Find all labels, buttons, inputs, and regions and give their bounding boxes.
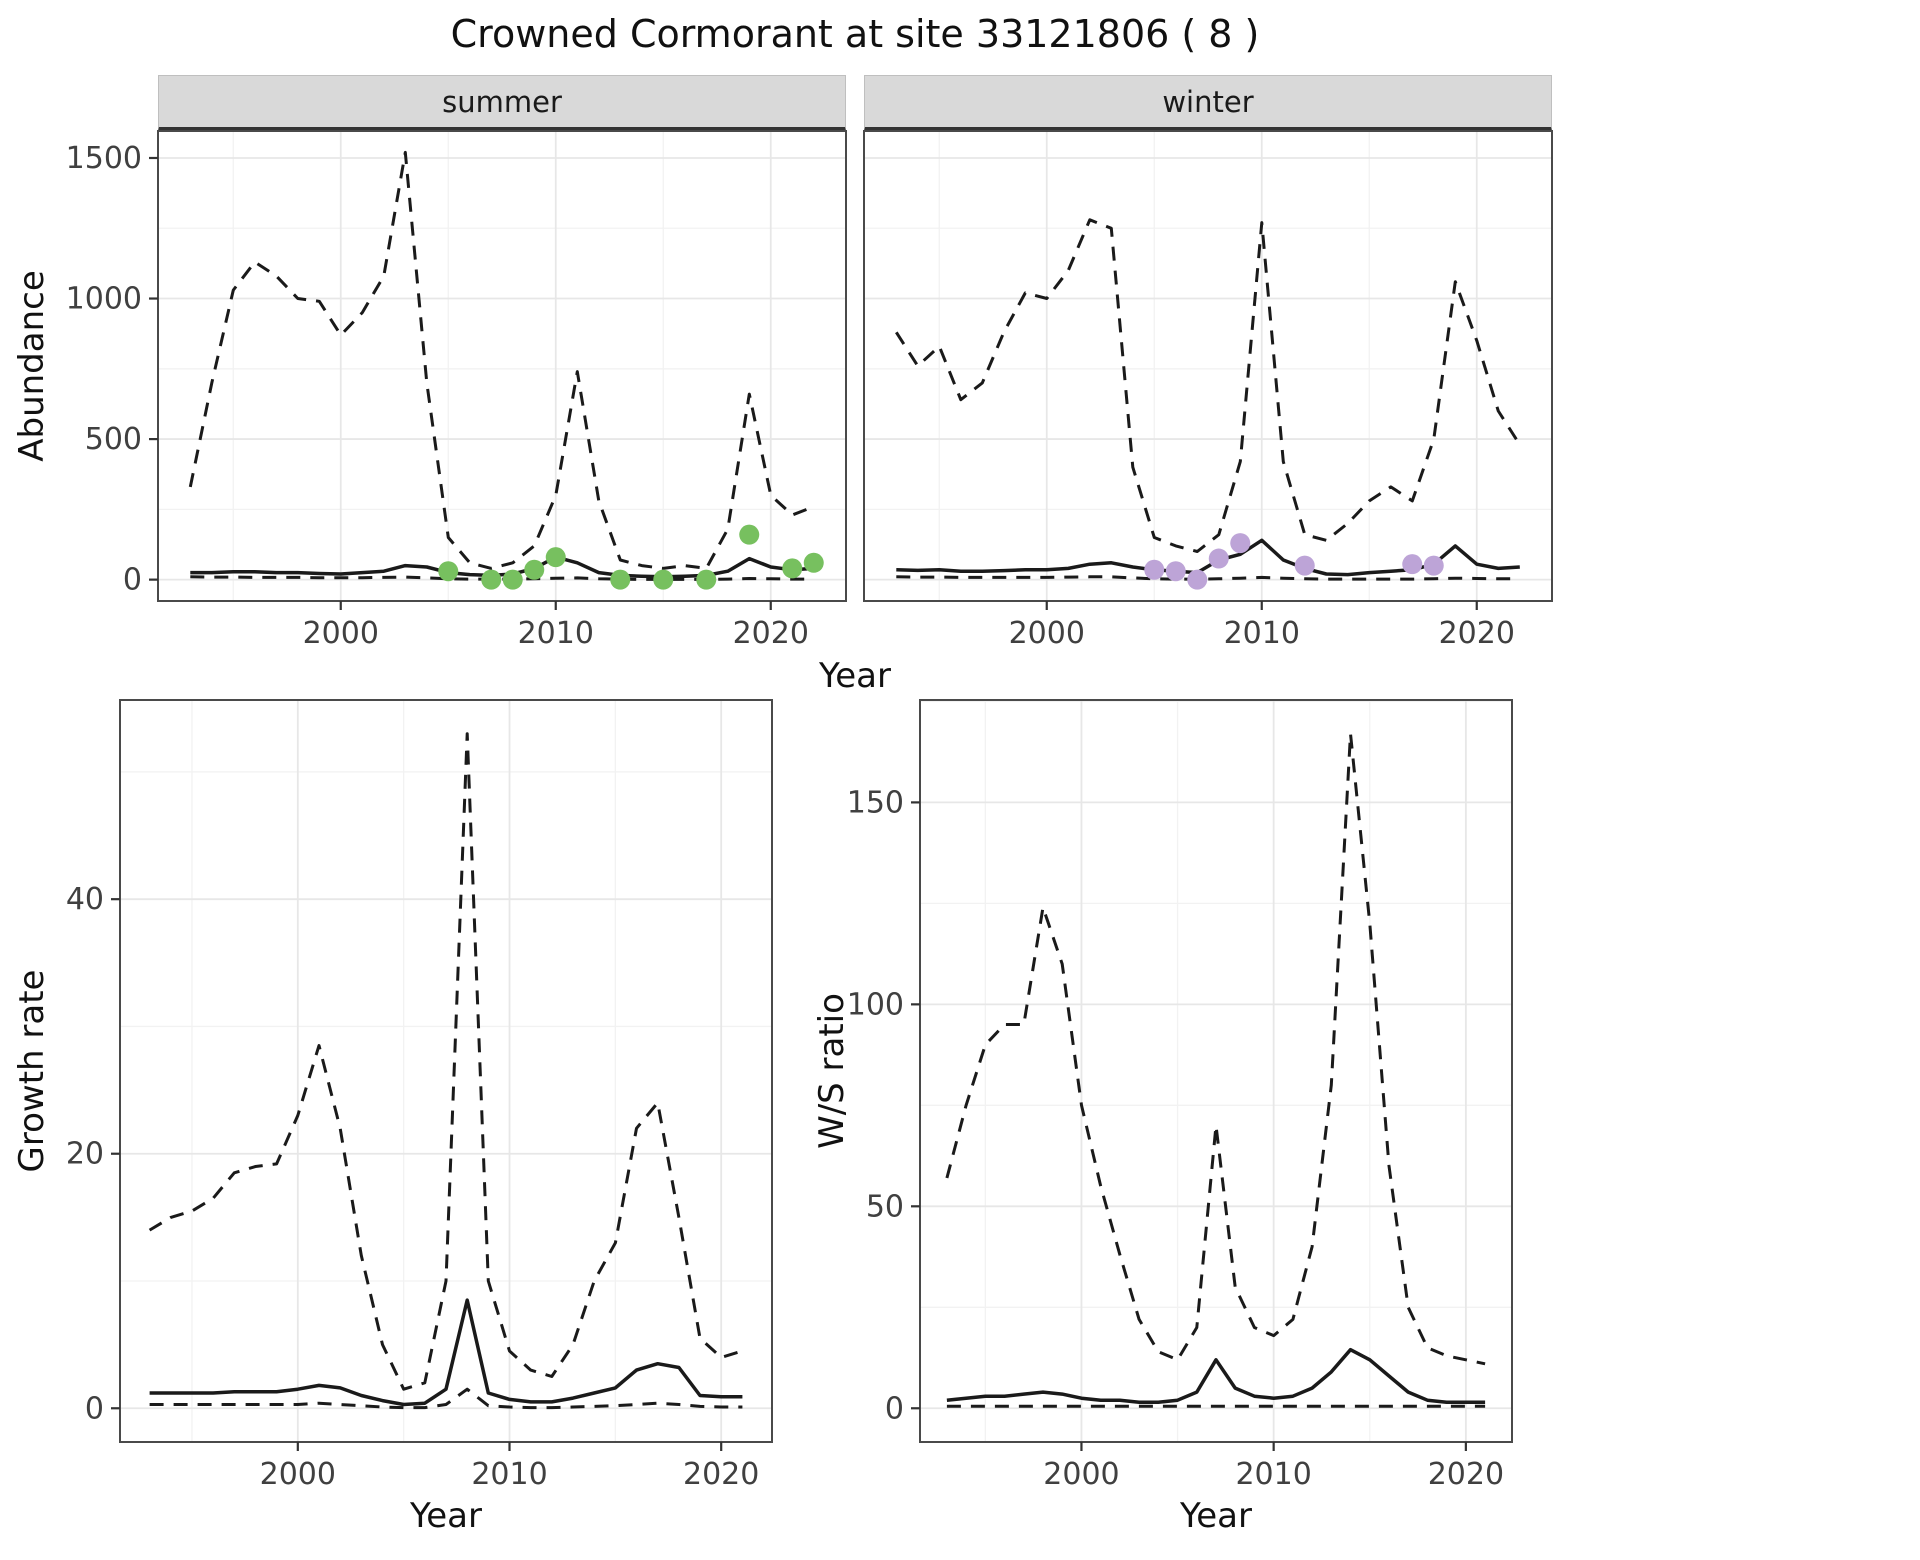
- facet-label-summer: summer: [442, 84, 562, 119]
- svg-text:2020: 2020: [1439, 616, 1515, 651]
- facet-strip-summer: summer: [158, 75, 846, 131]
- svg-text:2010: 2010: [471, 1457, 547, 1492]
- svg-text:2020: 2020: [683, 1457, 759, 1492]
- abundance-summer-plot: 2000 2010 2020 0 500 1000 1500: [66, 130, 847, 651]
- abundance-winter-plot: 2000 2010 2020: [863, 130, 1553, 651]
- svg-text:20: 20: [66, 1137, 104, 1172]
- svg-text:0: 0: [85, 1391, 104, 1426]
- svg-text:1500: 1500: [66, 141, 142, 176]
- ws-ratio-plot: 2000 2010 2020 0 50 100 150: [847, 699, 1513, 1492]
- svg-text:1000: 1000: [66, 282, 142, 317]
- svg-text:2010: 2010: [1235, 1457, 1311, 1492]
- svg-text:2010: 2010: [1224, 616, 1300, 651]
- figure-title: Crowned Cormorant at site 33121806 ( 8 ): [450, 12, 1260, 56]
- svg-text:2020: 2020: [733, 616, 809, 651]
- svg-text:2010: 2010: [518, 616, 594, 651]
- svg-text:100: 100: [847, 987, 904, 1022]
- x-axis-label-year-ws: Year: [1180, 1496, 1252, 1536]
- y-axis-label-abundance: Abundance: [12, 270, 52, 462]
- svg-text:150: 150: [847, 785, 904, 820]
- svg-text:0: 0: [885, 1391, 904, 1426]
- svg-text:50: 50: [866, 1189, 904, 1224]
- svg-text:2000: 2000: [1043, 1457, 1119, 1492]
- svg-text:2020: 2020: [1428, 1457, 1504, 1492]
- svg-text:500: 500: [85, 422, 142, 457]
- growth-rate-plot: 2000 2010 2020 0 20 40: [66, 699, 773, 1492]
- svg-text:0: 0: [123, 563, 142, 598]
- facet-label-winter: winter: [1162, 84, 1254, 119]
- svg-text:2000: 2000: [260, 1457, 336, 1492]
- svg-text:2000: 2000: [1009, 616, 1085, 651]
- svg-text:2000: 2000: [303, 616, 379, 651]
- facet-strip-winter: winter: [864, 75, 1552, 131]
- x-axis-label-year-top: Year: [819, 656, 891, 696]
- svg-text:40: 40: [66, 882, 104, 917]
- x-axis-label-year-growth: Year: [410, 1496, 482, 1536]
